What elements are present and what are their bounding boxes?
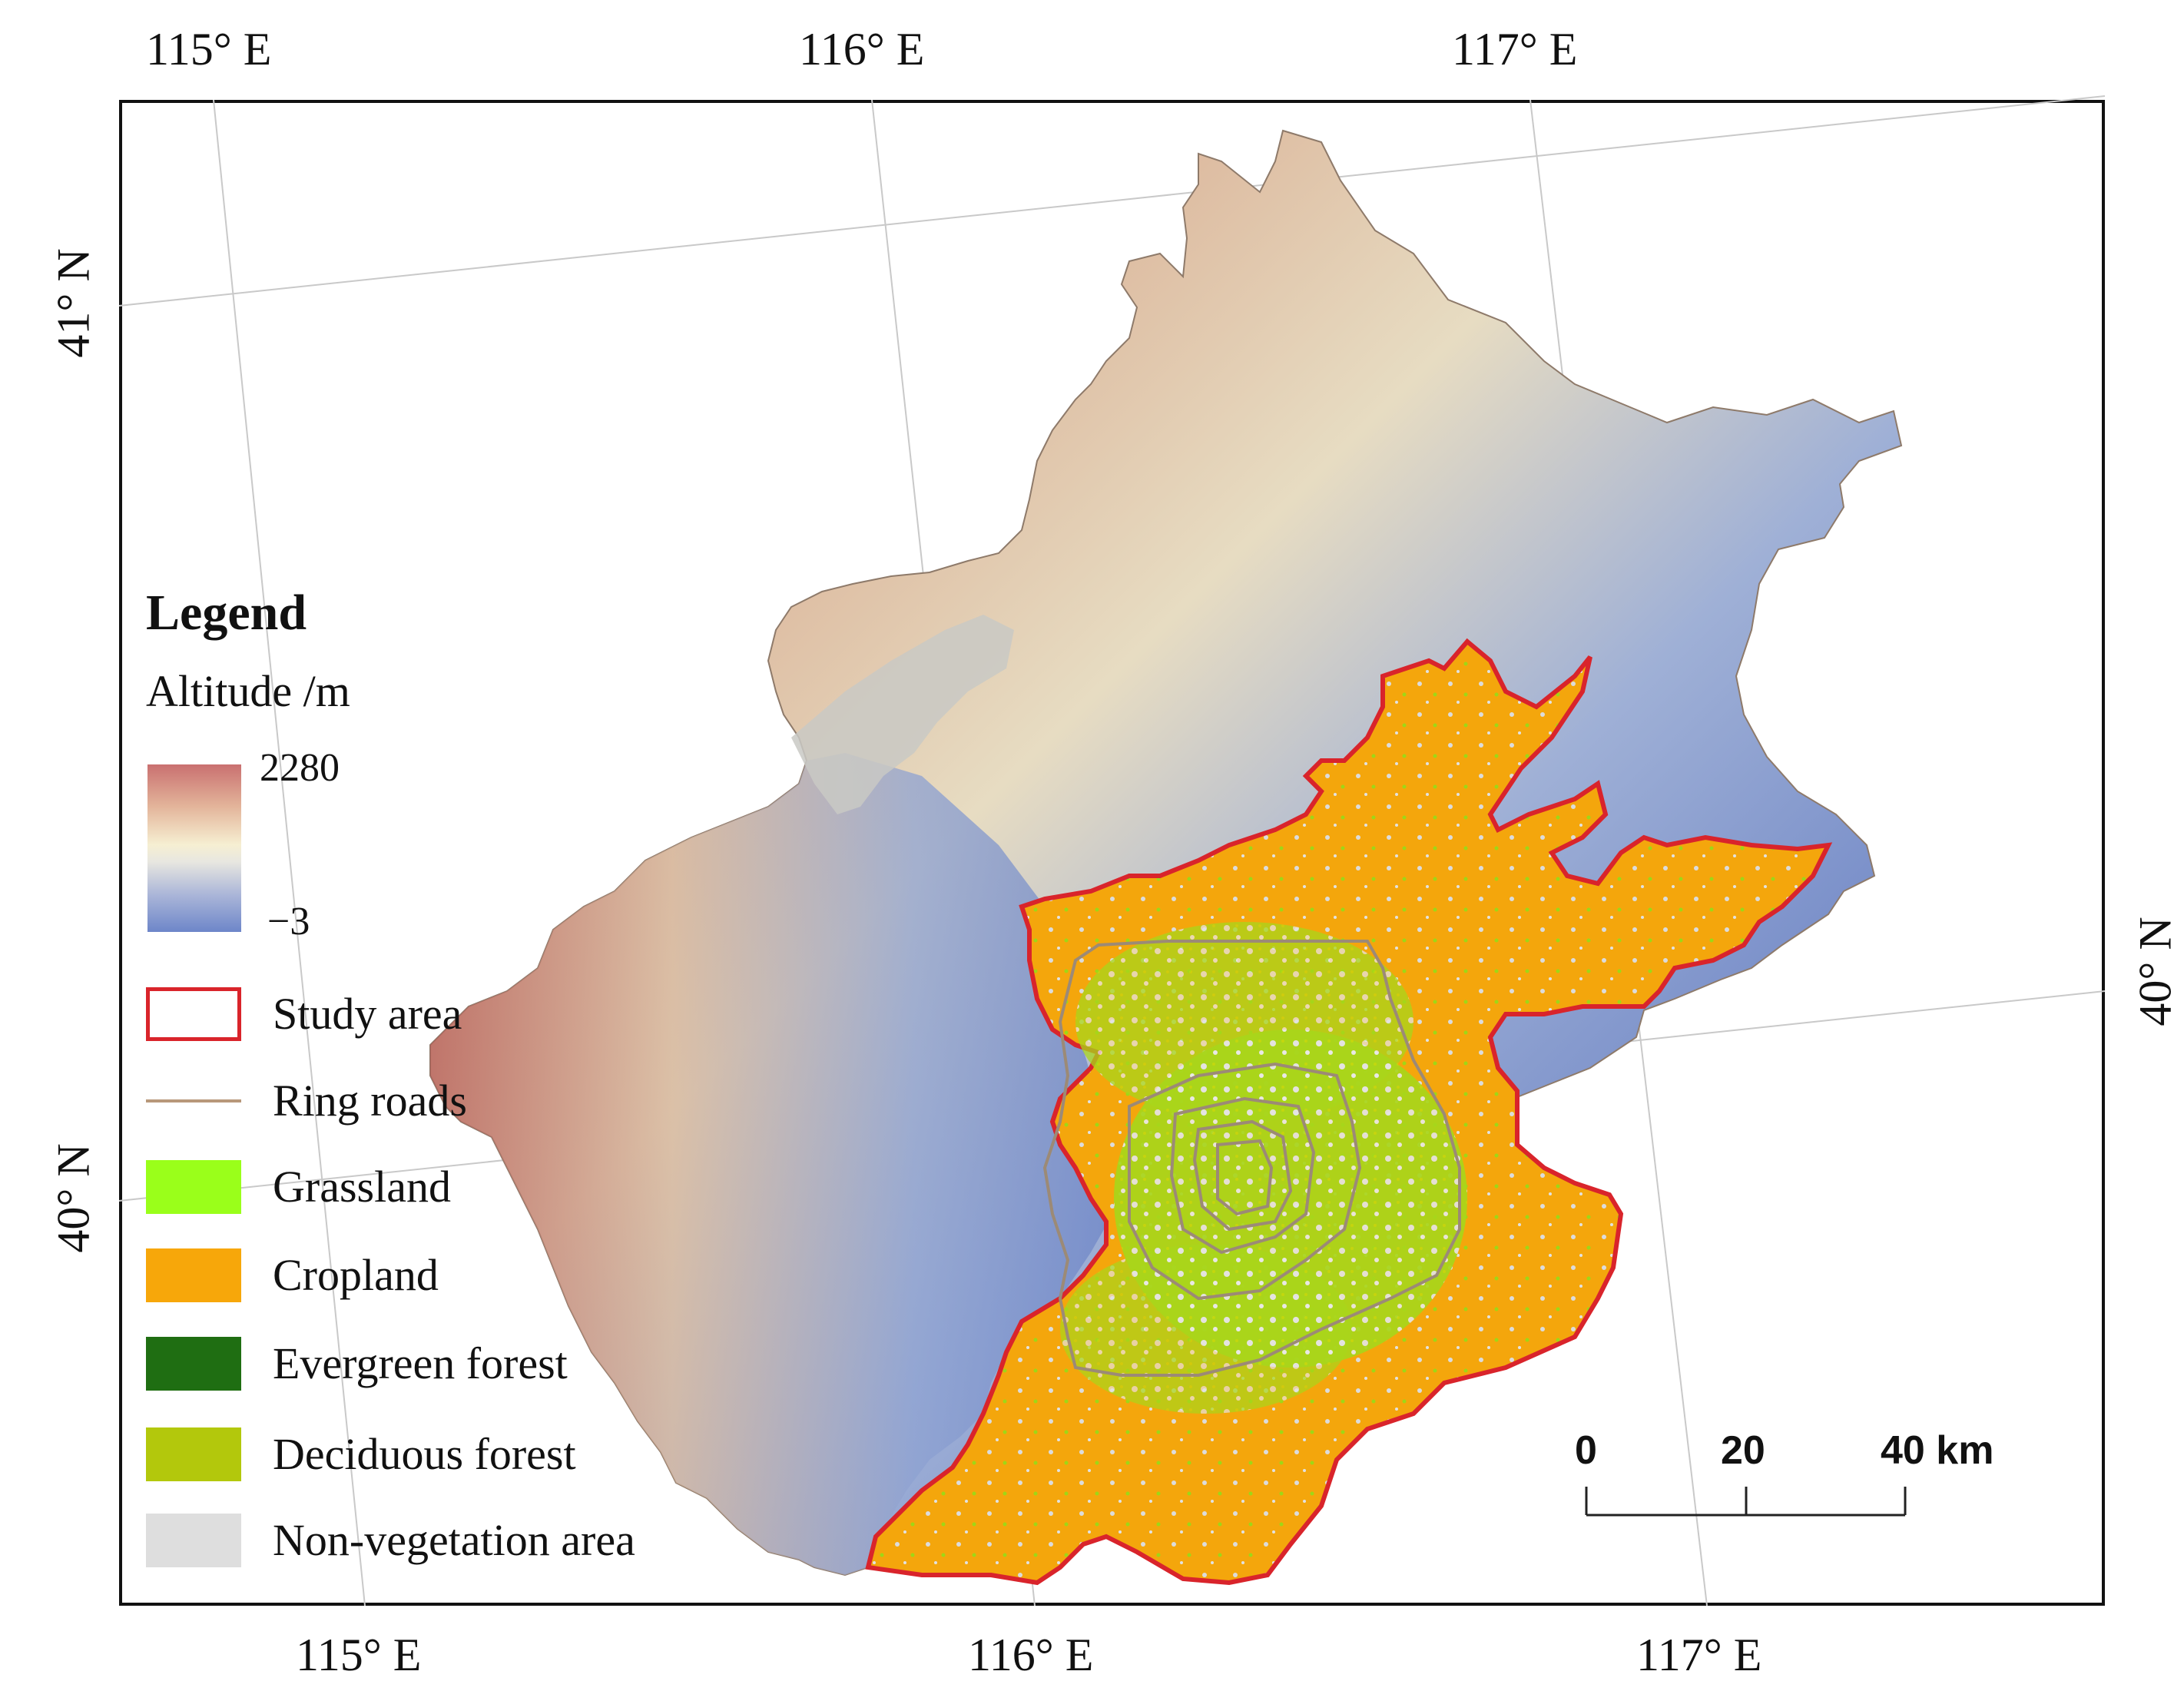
ring-road-5: [1128, 1062, 1362, 1301]
legend-item-label: Evergreen forest: [273, 1338, 568, 1388]
parallel-41: [118, 95, 2106, 307]
legend-item-label: Ring roads: [273, 1076, 467, 1126]
ring-road-6: [1042, 940, 1461, 1377]
legend-item-label: Deciduous forest: [273, 1429, 576, 1479]
altitude-min-label: −3: [267, 900, 310, 943]
right-lat-label-40: 40° N: [2129, 917, 2181, 1026]
legend-item-label: Grassland: [273, 1162, 451, 1212]
top-lon-label-117: 117° E: [1452, 24, 1578, 75]
ring-roads: [1042, 940, 1461, 1377]
scale-label-0: 0: [1575, 1428, 1597, 1473]
legend-item-label: Cropland: [273, 1250, 439, 1300]
bottom-lon-label-115: 115° E: [296, 1630, 422, 1680]
urban-south: [1060, 1245, 1352, 1414]
bottom-lon-label-117: 117° E: [1636, 1630, 1762, 1680]
altitude-color-ramp: [147, 764, 241, 932]
bottom-lon-label-116: 116° E: [968, 1630, 1094, 1680]
study-area-swatch: [146, 987, 241, 1041]
grey-basin: [791, 615, 1014, 814]
altitude-max-label: 2280: [260, 746, 340, 790]
scale-label-40km: 40 km: [1881, 1428, 1994, 1473]
western-mountains: [430, 753, 1122, 1575]
altitude-label: Altitude /m: [146, 666, 350, 716]
left-lat-label-40: 40° N: [48, 1143, 99, 1253]
scale-bar: [1585, 1487, 1907, 1517]
urban-north: [1075, 922, 1413, 1122]
non-vegetation-swatch: [146, 1514, 241, 1567]
ring-road-3: [1192, 1119, 1293, 1232]
legend-item-label: Non-vegetation area: [273, 1515, 635, 1565]
legend-item-label: Study area: [273, 989, 462, 1039]
top-lon-label-115: 115° E: [146, 24, 272, 75]
left-lat-label-41: 41° N: [48, 248, 99, 358]
ring-road-4: [1169, 1096, 1316, 1255]
grassland-swatch: [146, 1160, 241, 1214]
evergreen-forest-swatch: [146, 1337, 241, 1391]
ring-roads-swatch: [146, 1099, 241, 1102]
cropland-swatch: [146, 1248, 241, 1302]
deciduous-forest-swatch: [146, 1427, 241, 1481]
scale-label-20: 20: [1721, 1428, 1765, 1473]
meridian-115: [213, 99, 366, 1606]
legend-title: Legend: [146, 585, 307, 641]
top-lon-label-116: 116° E: [799, 24, 925, 75]
ring-road-2: [1216, 1139, 1274, 1216]
